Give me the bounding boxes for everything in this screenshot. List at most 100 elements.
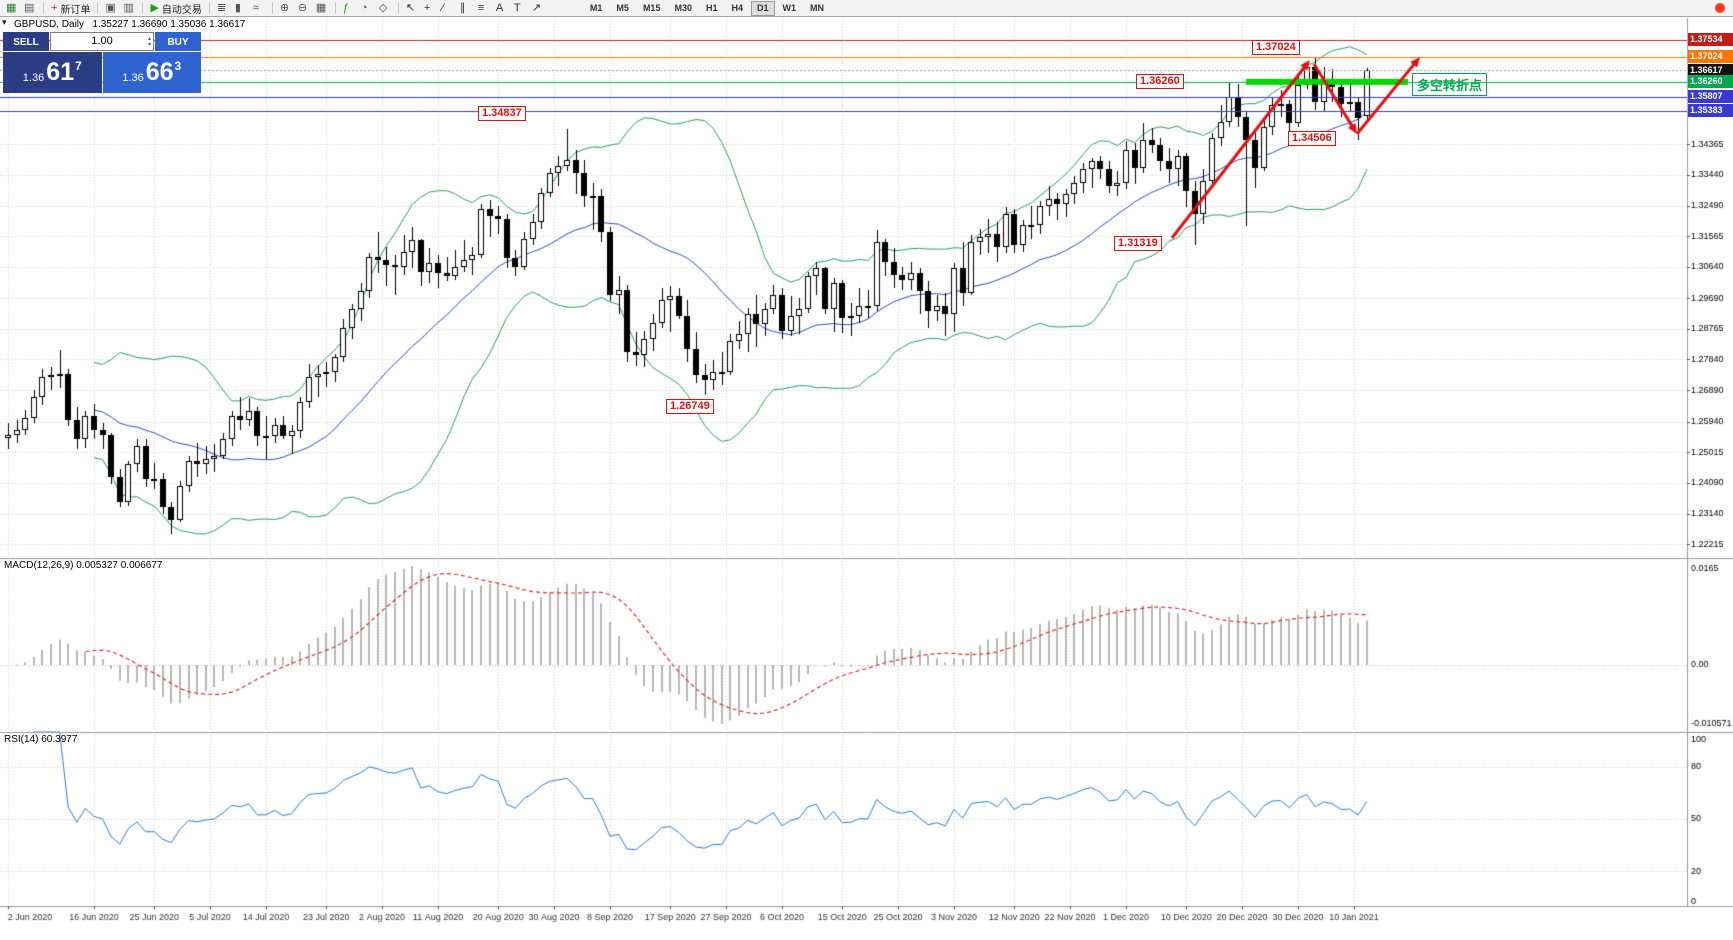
- trendline-icon[interactable]: ∕: [440, 1, 456, 16]
- price-tag-1.35807: 1.35807: [1688, 90, 1733, 104]
- text-icon-glyph: A: [495, 1, 504, 14]
- zoom-in-icon[interactable]: ⊕: [278, 1, 294, 16]
- autotrading-button[interactable]: ▶ 自动交易: [148, 1, 203, 16]
- price-tag-1.37534: 1.37534: [1688, 33, 1733, 47]
- toolbar: ▦ ▤ + 新订单 ▣ ▥ ▶ 自动交易 ≣ ▮ ≈ ⊕ ⊖ ▦ ƒ ◔ ◇ ↖ + ∕ ∥ ≡ A T ↗ M1 M5 M15 M30…: [0, 0, 1733, 17]
- price-tag-1.37024: 1.37024: [1688, 50, 1733, 64]
- price-tag-1.36617: 1.36617: [1688, 63, 1733, 77]
- toolbar-separator: [397, 2, 399, 14]
- sell-button[interactable]: SELL: [3, 32, 49, 51]
- timeframe-button-h1[interactable]: H1: [700, 1, 724, 16]
- buy-price-main: 66: [145, 58, 174, 86]
- channel-icon-glyph: ∥: [459, 1, 466, 14]
- text-icon[interactable]: A: [494, 1, 510, 16]
- buy-price-sup: 3: [174, 58, 182, 73]
- text-label-icon-glyph: T: [513, 1, 521, 14]
- timeframe-button-mn[interactable]: MN: [804, 1, 830, 16]
- timeframe-button-m15[interactable]: M15: [637, 1, 667, 16]
- one-click-collapse-icon[interactable]: ▾: [2, 17, 7, 27]
- arrow-objects-icon[interactable]: ↗: [530, 1, 546, 16]
- price-tag-1.36260: 1.36260: [1688, 75, 1733, 89]
- crosshair-icon-glyph: +: [423, 1, 431, 14]
- one-click-trading-panel: SELL 1.00 ▴ ▾ BUY 1.36 61 7 1.36 66 3: [3, 32, 201, 93]
- objects-icon-glyph: ◇: [378, 1, 388, 14]
- new-order-button-glyph: +: [51, 1, 58, 14]
- autotrading-button-glyph: ▶: [150, 1, 159, 14]
- zoom-out-icon[interactable]: ⊖: [296, 1, 312, 16]
- price-callout-1.26749: 1.26749: [666, 399, 714, 414]
- autotrading-button-label: 自动交易: [161, 4, 202, 16]
- window-layout-icon[interactable]: ▣: [103, 1, 119, 16]
- toolbar-separator: [43, 2, 44, 14]
- timeframe-button-w1[interactable]: W1: [777, 1, 803, 16]
- window-layout-icon-glyph: ▣: [105, 1, 116, 14]
- chart-profiles-icon-glyph: ▤: [24, 1, 35, 14]
- cursor-icon[interactable]: ↖: [404, 1, 420, 16]
- timeframe-button-h4[interactable]: H4: [725, 1, 749, 16]
- price-callout-1.37024: 1.37024: [1252, 40, 1300, 55]
- chart-template-icon-glyph: ▥: [123, 1, 134, 14]
- toolbar-separator: [208, 2, 210, 14]
- buy-price-button[interactable]: 1.36 66 3: [102, 52, 201, 93]
- new-chart-icon-glyph: ▦: [6, 1, 17, 14]
- fibonacci-icon[interactable]: ≡: [476, 1, 492, 16]
- arrow-objects-icon-glyph: ↗: [531, 1, 542, 14]
- grid-icon[interactable]: ▦: [314, 1, 330, 16]
- price-callout-1.31319: 1.31319: [1114, 236, 1162, 251]
- turning-point-label: 多空转折点: [1412, 73, 1488, 96]
- line-chart-icon[interactable]: ≈: [251, 1, 267, 16]
- alert-badge[interactable]: [1715, 3, 1725, 13]
- zoom-out-icon-glyph: ⊖: [297, 1, 308, 14]
- grid-icon-glyph: ▦: [315, 1, 327, 14]
- fibonacci-icon-glyph: ≡: [477, 1, 485, 14]
- sell-price-button[interactable]: 1.36 61 7: [3, 52, 102, 93]
- chart-template-icon[interactable]: ▥: [121, 1, 137, 16]
- crosshair-icon[interactable]: +: [422, 1, 438, 16]
- cycles-icon[interactable]: ◔: [359, 1, 375, 16]
- buy-button[interactable]: BUY: [155, 32, 201, 51]
- zoom-in-icon-glyph: ⊕: [279, 1, 290, 14]
- macd-label: MACD(12,26,9) 0.005327 0.006677: [4, 560, 163, 571]
- bar-chart-icon-glyph: ≣: [216, 1, 227, 14]
- candlestick-chart-icon-glyph: ▮: [234, 1, 241, 14]
- timeframe-button-m30[interactable]: M30: [668, 1, 698, 16]
- volume-spin-icons[interactable]: ▴ ▾: [147, 35, 151, 48]
- toolbar-separator: [97, 2, 99, 14]
- trendline-icon-glyph: ∕: [441, 1, 444, 14]
- buy-price-prefix: 1.36: [122, 71, 144, 84]
- objects-icon[interactable]: ◇: [377, 1, 393, 16]
- price-tag-1.35383: 1.35383: [1688, 104, 1733, 118]
- volume-value[interactable]: 1.00: [91, 35, 113, 47]
- timeframe-button-m5[interactable]: M5: [610, 1, 635, 16]
- toolbar-separator: [142, 2, 144, 14]
- timeframe-button-m1[interactable]: M1: [584, 1, 609, 16]
- new-order-button-label: 新订单: [60, 4, 91, 16]
- bar-chart-icon[interactable]: ≣: [215, 1, 231, 16]
- sell-price-main: 61: [46, 58, 75, 86]
- text-label-icon[interactable]: T: [512, 1, 528, 16]
- indicators-icon-glyph: ƒ: [342, 1, 350, 14]
- indicators-icon[interactable]: ƒ: [341, 1, 357, 16]
- toolbar-separator: [334, 2, 336, 14]
- sell-price-sup: 7: [75, 58, 82, 73]
- new-chart-icon[interactable]: ▦: [4, 1, 20, 16]
- cursor-icon-glyph: ↖: [405, 1, 416, 14]
- price-callout-1.34506: 1.34506: [1288, 131, 1336, 146]
- rsi-label: RSI(14) 60.3977: [4, 734, 78, 745]
- toolbar-separator: [271, 2, 273, 14]
- candlestick-chart-icon[interactable]: ▮: [233, 1, 249, 16]
- price-callout-1.34837: 1.34837: [478, 106, 526, 121]
- volume-stepper[interactable]: 1.00 ▴ ▾: [50, 32, 154, 51]
- chart-title: GBPUSD, Daily 1.35227 1.36690 1.35036 1.…: [14, 19, 246, 30]
- chart-profiles-icon[interactable]: ▤: [22, 1, 38, 16]
- new-order-button[interactable]: + 新订单: [49, 1, 92, 16]
- line-chart-icon-glyph: ≈: [252, 1, 259, 14]
- channel-icon[interactable]: ∥: [458, 1, 474, 16]
- sell-price-prefix: 1.36: [22, 71, 45, 84]
- timeframe-button-d1[interactable]: D1: [751, 0, 775, 16]
- cycles-icon-glyph: ◔: [360, 1, 368, 14]
- price-callout-1.36260: 1.36260: [1136, 74, 1184, 89]
